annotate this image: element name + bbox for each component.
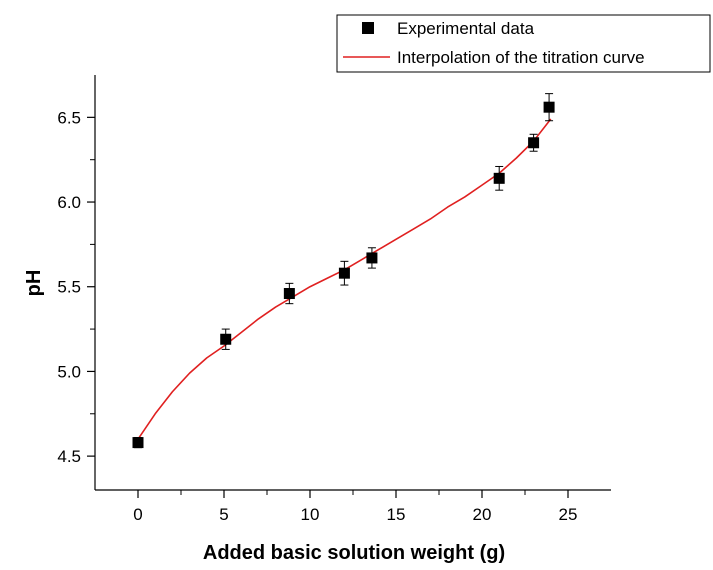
legend: Experimental data Interpolation of the t… [336,14,711,73]
data-point-marker [366,252,378,264]
legend-marker-square [362,22,374,34]
data-point [493,165,505,191]
x-tick-label: 25 [559,505,578,524]
legend-label-interpolation: Interpolation of the titration curve [397,48,645,67]
data-point-marker [338,267,350,279]
points-layer [132,93,555,449]
y-tick-label: 6.5 [57,108,81,127]
x-tick-label: 0 [133,505,142,524]
y-tick-label: 4.5 [57,447,81,466]
data-point-marker [493,172,505,184]
data-point [220,328,232,350]
x-tick-label: 10 [301,505,320,524]
x-tick-label: 5 [219,505,228,524]
data-point [132,436,144,449]
data-point [543,93,555,122]
y-axis-label: pH [23,270,45,297]
y-tick-label: 5.0 [57,362,81,381]
y-tick-label: 6.0 [57,193,81,212]
data-point-marker [220,333,232,345]
data-point-marker [283,288,295,300]
x-axis-label: Added basic solution weight (g) [203,542,505,564]
legend-label-experimental: Experimental data [397,19,535,38]
data-point [528,133,540,152]
data-point [338,260,350,286]
data-point [283,282,295,305]
data-point [366,247,378,269]
data-point-marker [528,137,540,149]
legend-box [336,14,711,73]
x-tick-label: 20 [473,505,492,524]
y-tick-label: 5.5 [57,278,81,297]
data-point-marker [132,437,144,449]
axes: 0 5 10 15 20 25 4.5 5.0 5.5 6.0 6.5 [57,75,611,524]
x-tick-label: 15 [387,505,406,524]
data-point-marker [543,101,555,113]
